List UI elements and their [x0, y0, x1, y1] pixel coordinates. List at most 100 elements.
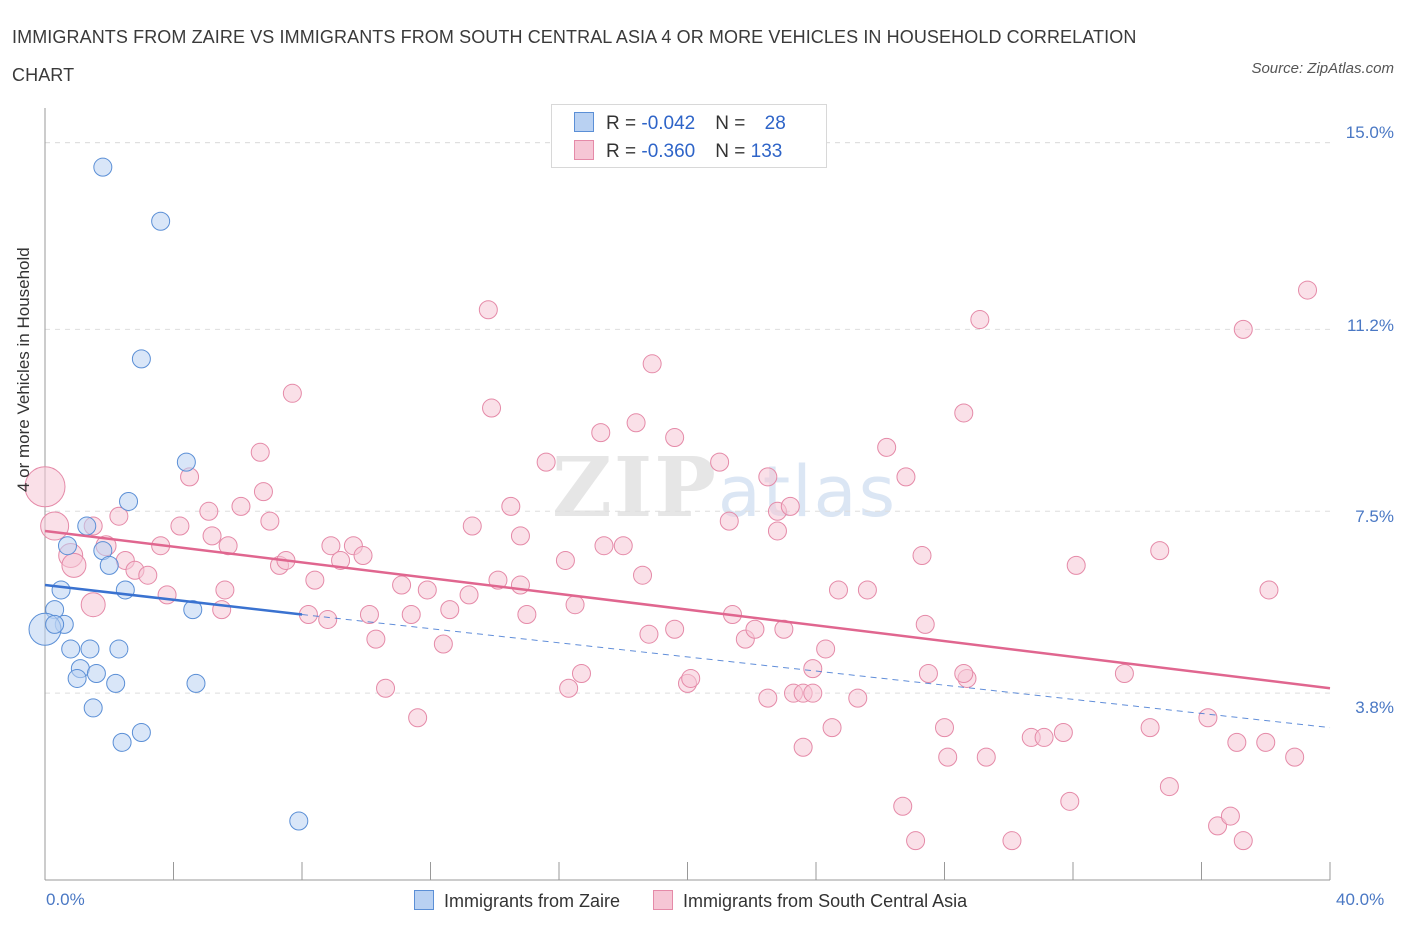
point-south-central-asia — [40, 511, 70, 541]
point-south-central-asia — [253, 482, 273, 502]
point-south-central-asia — [353, 546, 373, 566]
point-zaire — [80, 639, 100, 659]
point-south-central-asia — [1034, 727, 1054, 747]
y-axis-label: 4 or more Vehicles in Household — [14, 247, 33, 492]
point-south-central-asia — [681, 668, 701, 688]
point-south-central-asia — [935, 718, 954, 738]
point-south-central-asia — [1233, 319, 1253, 339]
point-south-central-asia — [215, 580, 235, 600]
point-south-central-asia — [202, 526, 222, 546]
point-south-central-asia — [565, 595, 585, 615]
point-south-central-asia — [80, 592, 106, 618]
point-south-central-asia — [392, 575, 412, 595]
point-zaire — [67, 668, 87, 688]
point-south-central-asia — [260, 511, 280, 531]
point-zaire — [83, 698, 103, 718]
point-zaire — [119, 491, 139, 511]
point-south-central-asia — [331, 550, 351, 570]
point-south-central-asia — [459, 585, 479, 605]
point-south-central-asia — [848, 688, 868, 708]
point-south-central-asia — [212, 600, 232, 620]
watermark-zip: ZIP — [552, 440, 718, 536]
point-zaire — [93, 157, 113, 177]
point-south-central-asia — [710, 452, 730, 472]
point-south-central-asia — [571, 664, 591, 684]
point-south-central-asia — [976, 747, 996, 767]
point-south-central-asia — [780, 496, 800, 516]
point-south-central-asia — [138, 565, 158, 585]
point-south-central-asia — [510, 526, 530, 546]
point-south-central-asia — [893, 796, 913, 816]
point-south-central-asia — [767, 521, 787, 541]
point-south-central-asia — [591, 423, 611, 443]
point-south-central-asia — [305, 570, 325, 590]
point-south-central-asia — [1208, 816, 1228, 836]
legend-stats-row-zaire: R = -0.042 N = 28 — [574, 112, 786, 136]
chart-title: IMMIGRANTS FROM ZAIRE VS IMMIGRANTS FROM… — [12, 27, 1137, 85]
point-south-central-asia — [321, 536, 341, 556]
point-south-central-asia — [758, 688, 778, 708]
point-south-central-asia — [758, 467, 778, 487]
point-zaire — [109, 639, 129, 659]
point-zaire — [106, 673, 126, 693]
y-tick-label: 7.5% — [1355, 507, 1394, 526]
point-south-central-asia — [1159, 777, 1179, 797]
point-zaire — [176, 452, 196, 472]
point-south-central-asia — [559, 678, 579, 698]
point-south-central-asia — [626, 413, 646, 433]
legend-label: Immigrants from Zaire — [444, 891, 621, 911]
point-south-central-asia — [642, 354, 662, 374]
point-south-central-asia — [912, 546, 932, 566]
point-south-central-asia — [639, 624, 659, 644]
point-south-central-asia — [1053, 723, 1073, 743]
y-tick-label: 11.2% — [1347, 316, 1394, 335]
point-zaire — [131, 723, 151, 743]
r-value: -0.360 — [641, 141, 696, 162]
point-south-central-asia — [109, 506, 129, 526]
point-south-central-asia — [318, 609, 338, 629]
point-zaire — [115, 580, 135, 600]
point-south-central-asia — [1060, 791, 1080, 811]
point-south-central-asia — [828, 580, 848, 600]
n-label: N = — [715, 113, 751, 134]
y-tick-label: 3.8% — [1355, 698, 1394, 717]
point-south-central-asia — [478, 300, 498, 320]
r-label: R = — [606, 113, 642, 134]
point-south-central-asia — [906, 831, 926, 851]
point-south-central-asia — [954, 664, 974, 684]
point-south-central-asia — [462, 516, 482, 536]
point-south-central-asia — [1198, 708, 1218, 728]
n-value: 28 — [764, 113, 786, 134]
point-south-central-asia — [938, 747, 958, 767]
point-south-central-asia — [1066, 555, 1086, 575]
point-south-central-asia — [440, 600, 460, 620]
point-south-central-asia — [231, 496, 251, 516]
point-zaire — [51, 580, 71, 600]
point-south-central-asia — [501, 496, 521, 516]
point-south-central-asia — [1256, 732, 1276, 752]
legend-swatch-pink — [574, 140, 594, 160]
point-south-central-asia — [359, 605, 379, 625]
point-south-central-asia — [1233, 831, 1253, 851]
point-south-central-asia — [970, 310, 990, 330]
n-value: 133 — [750, 141, 783, 162]
point-south-central-asia — [482, 398, 502, 418]
point-zaire — [112, 732, 132, 752]
point-south-central-asia — [1227, 732, 1247, 752]
point-south-central-asia — [633, 565, 653, 585]
point-south-central-asia — [170, 516, 190, 536]
point-south-central-asia — [282, 383, 302, 403]
trendline-zaire-extrapolated — [301, 614, 1331, 729]
point-south-central-asia — [510, 575, 530, 595]
point-south-central-asia — [1298, 280, 1318, 300]
point-south-central-asia — [954, 403, 974, 423]
point-south-central-asia — [1150, 541, 1170, 561]
point-zaire — [99, 555, 119, 575]
watermark-atlas: atlas — [717, 451, 898, 533]
point-zaire — [77, 516, 97, 536]
point-zaire — [86, 664, 106, 684]
point-south-central-asia — [719, 511, 739, 531]
legend-swatch-pink — [653, 890, 674, 910]
point-south-central-asia — [517, 605, 537, 625]
